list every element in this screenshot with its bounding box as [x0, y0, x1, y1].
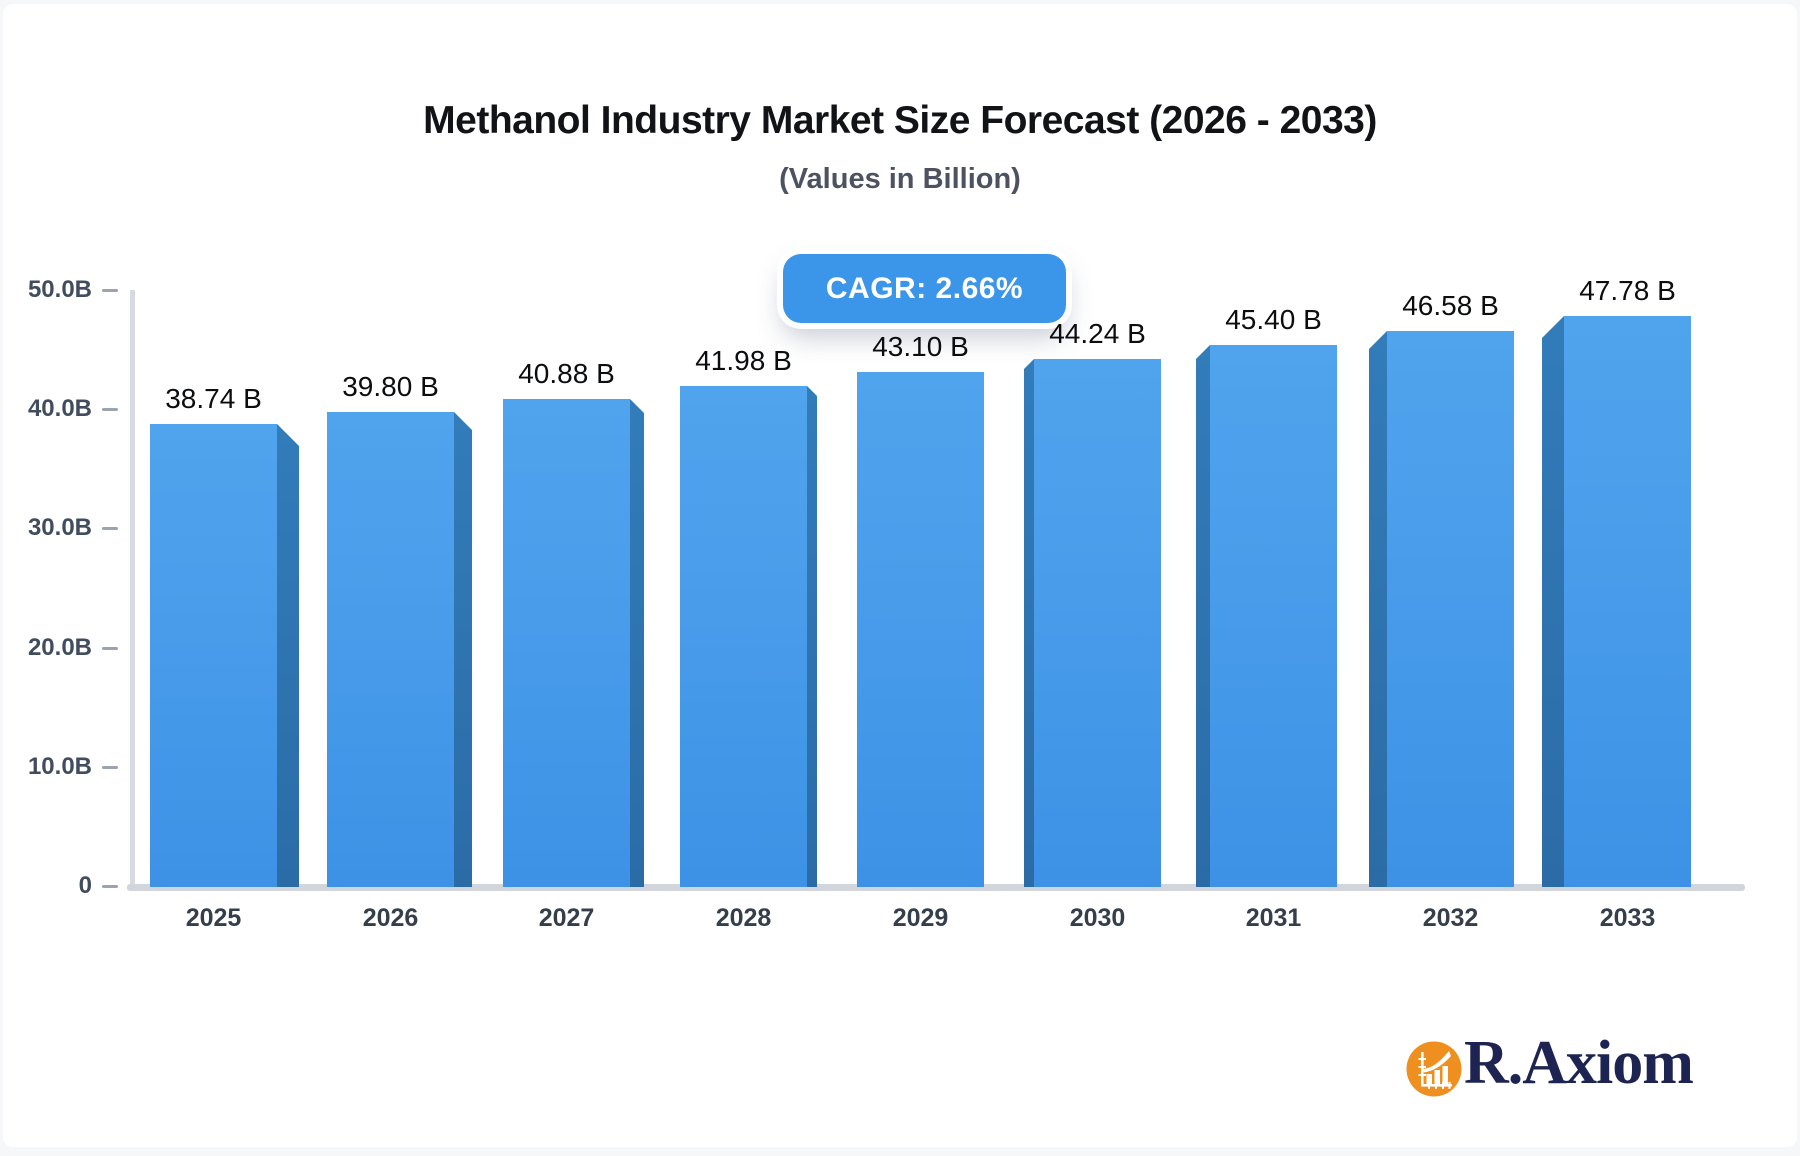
bar-value-label: 47.78 B: [1579, 275, 1676, 306]
bar-3d-side: [1196, 345, 1210, 887]
brand-name: R.Axiom: [1464, 1029, 1694, 1097]
y-tick-dash: [102, 647, 118, 650]
bar-value-label: 43.10 B: [872, 331, 969, 362]
bar-3d-side: [1369, 331, 1387, 887]
y-tick-dash: [102, 289, 118, 292]
bar-3d-side: [1024, 359, 1034, 887]
bar-value-label: 44.24 B: [1049, 318, 1146, 349]
bar-2030: [1034, 359, 1161, 887]
y-tick-dash: [102, 766, 118, 769]
x-tick-label: 2028: [715, 904, 772, 932]
y-tick-label: 0: [78, 872, 92, 899]
bar-value-label: 46.58 B: [1402, 290, 1499, 321]
bar-value-label: 40.88 B: [518, 358, 615, 389]
bar-3d-side: [807, 386, 817, 887]
bar-2027: [503, 399, 630, 887]
x-tick-label: 2033: [1599, 904, 1656, 932]
chart-title: Methanol Industry Market Size Forecast (…: [423, 99, 1377, 142]
cagr-badge: CAGR: 2.66%: [783, 254, 1066, 323]
cagr-badge-label: CAGR: 2.66%: [825, 271, 1024, 305]
x-tick-label: 2030: [1069, 904, 1126, 932]
bar-value-label: 38.74 B: [165, 383, 262, 414]
x-tick-label: 2025: [185, 904, 242, 932]
y-tick-dash: [102, 527, 118, 530]
y-tick-dash: [102, 408, 118, 411]
bar-2033: [1564, 316, 1691, 887]
bar-3d-side: [454, 412, 472, 887]
y-tick-label: 50.0B: [27, 276, 92, 303]
x-tick-label: 2032: [1422, 904, 1479, 932]
x-tick-label: 2031: [1245, 904, 1302, 932]
y-axis-line: [130, 290, 135, 886]
y-tick-label: 40.0B: [27, 395, 92, 422]
x-axis-baseline: [127, 884, 1745, 891]
x-tick-label: 2029: [892, 904, 949, 932]
bar-2025: [150, 424, 277, 887]
growth-chart-icon: [1406, 1041, 1462, 1097]
bar-3d-side: [630, 399, 644, 887]
bar-value-label: 39.80 B: [342, 371, 439, 402]
bar-2028: [680, 386, 807, 887]
bar-value-label: 41.98 B: [695, 345, 792, 376]
chart-subtitle: (Values in Billion): [779, 163, 1021, 195]
bar-value-label: 45.40 B: [1225, 304, 1322, 335]
bar-2029: [857, 372, 984, 887]
y-tick-label: 30.0B: [27, 514, 92, 541]
bar-2031: [1210, 345, 1337, 887]
y-tick-dash: [102, 885, 118, 888]
bar-3d-side: [1542, 316, 1564, 887]
bar-3d-side: [277, 424, 299, 887]
bar-2026: [327, 412, 454, 887]
y-tick-label: 10.0B: [27, 753, 92, 780]
bar-2032: [1387, 331, 1514, 887]
x-tick-label: 2026: [362, 904, 419, 932]
x-tick-label: 2027: [538, 904, 595, 932]
y-tick-label: 20.0B: [27, 634, 92, 661]
